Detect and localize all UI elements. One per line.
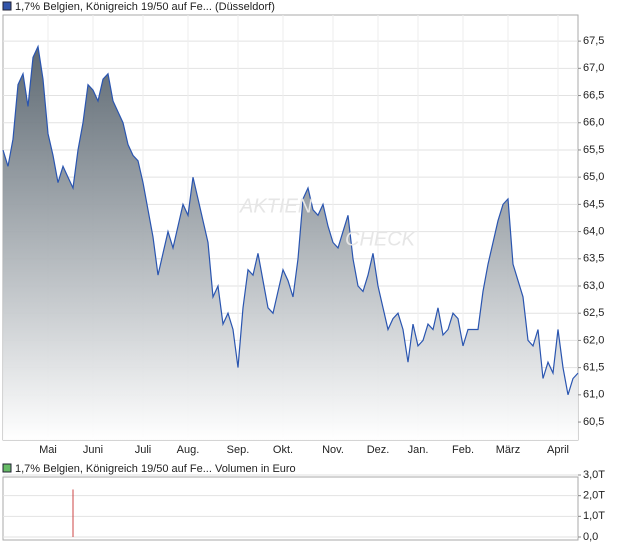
y-tick-label: 64,5 [583, 198, 604, 210]
y-tick-label: 60,5 [583, 416, 604, 428]
x-tick-label: April [547, 444, 569, 456]
legend-swatch [2, 463, 12, 473]
volume-bar [72, 489, 74, 537]
y-tick-label: 65,0 [583, 171, 604, 183]
y-tick-label: 65,5 [583, 144, 604, 156]
x-tick-label: Feb. [452, 444, 474, 456]
area-fill [3, 46, 578, 440]
y-tick-label: 2,0T [583, 490, 605, 502]
y-tick-label: 66,5 [583, 89, 604, 101]
watermark: AKTIEN [239, 195, 313, 217]
y-tick-label: 61,0 [583, 389, 604, 401]
y-tick-label: 67,0 [583, 62, 604, 74]
x-tick-label: Mai [39, 444, 57, 456]
x-tick-label: Nov. [322, 444, 344, 456]
x-tick-label: Sep. [227, 444, 250, 456]
price-line [2, 44, 579, 395]
x-tick-label: Juli [135, 444, 152, 456]
legend-swatch [2, 1, 12, 11]
watermark: CHECK [345, 228, 417, 250]
y-tick-label: 61,5 [583, 362, 604, 374]
legend-label: 1,7% Belgien, Königreich 19/50 auf Fe...… [15, 1, 275, 13]
y-tick-label: 63,0 [583, 280, 604, 292]
volume-frame [2, 476, 579, 541]
x-tick-label: Okt. [273, 444, 293, 456]
x-tick-label: Aug. [177, 444, 200, 456]
y-tick-label: 3,0T [583, 469, 605, 481]
x-tick-label: März [496, 444, 520, 456]
x-tick-label: Juni [83, 444, 103, 456]
y-tick-label: 1,0T [583, 510, 605, 522]
y-tick-label: 66,0 [583, 117, 604, 129]
y-tick-label: 62,5 [583, 307, 604, 319]
y-tick-label: 64,0 [583, 225, 604, 237]
x-tick-label: Jan. [408, 444, 429, 456]
x-tick-label: Dez. [367, 444, 390, 456]
legend-label: 1,7% Belgien, Königreich 19/50 auf Fe...… [15, 463, 296, 475]
y-tick-label: 62,0 [583, 334, 604, 346]
y-tick-label: 67,5 [583, 35, 604, 47]
y-tick-label: 0,0 [583, 531, 598, 543]
y-tick-label: 63,5 [583, 253, 604, 265]
